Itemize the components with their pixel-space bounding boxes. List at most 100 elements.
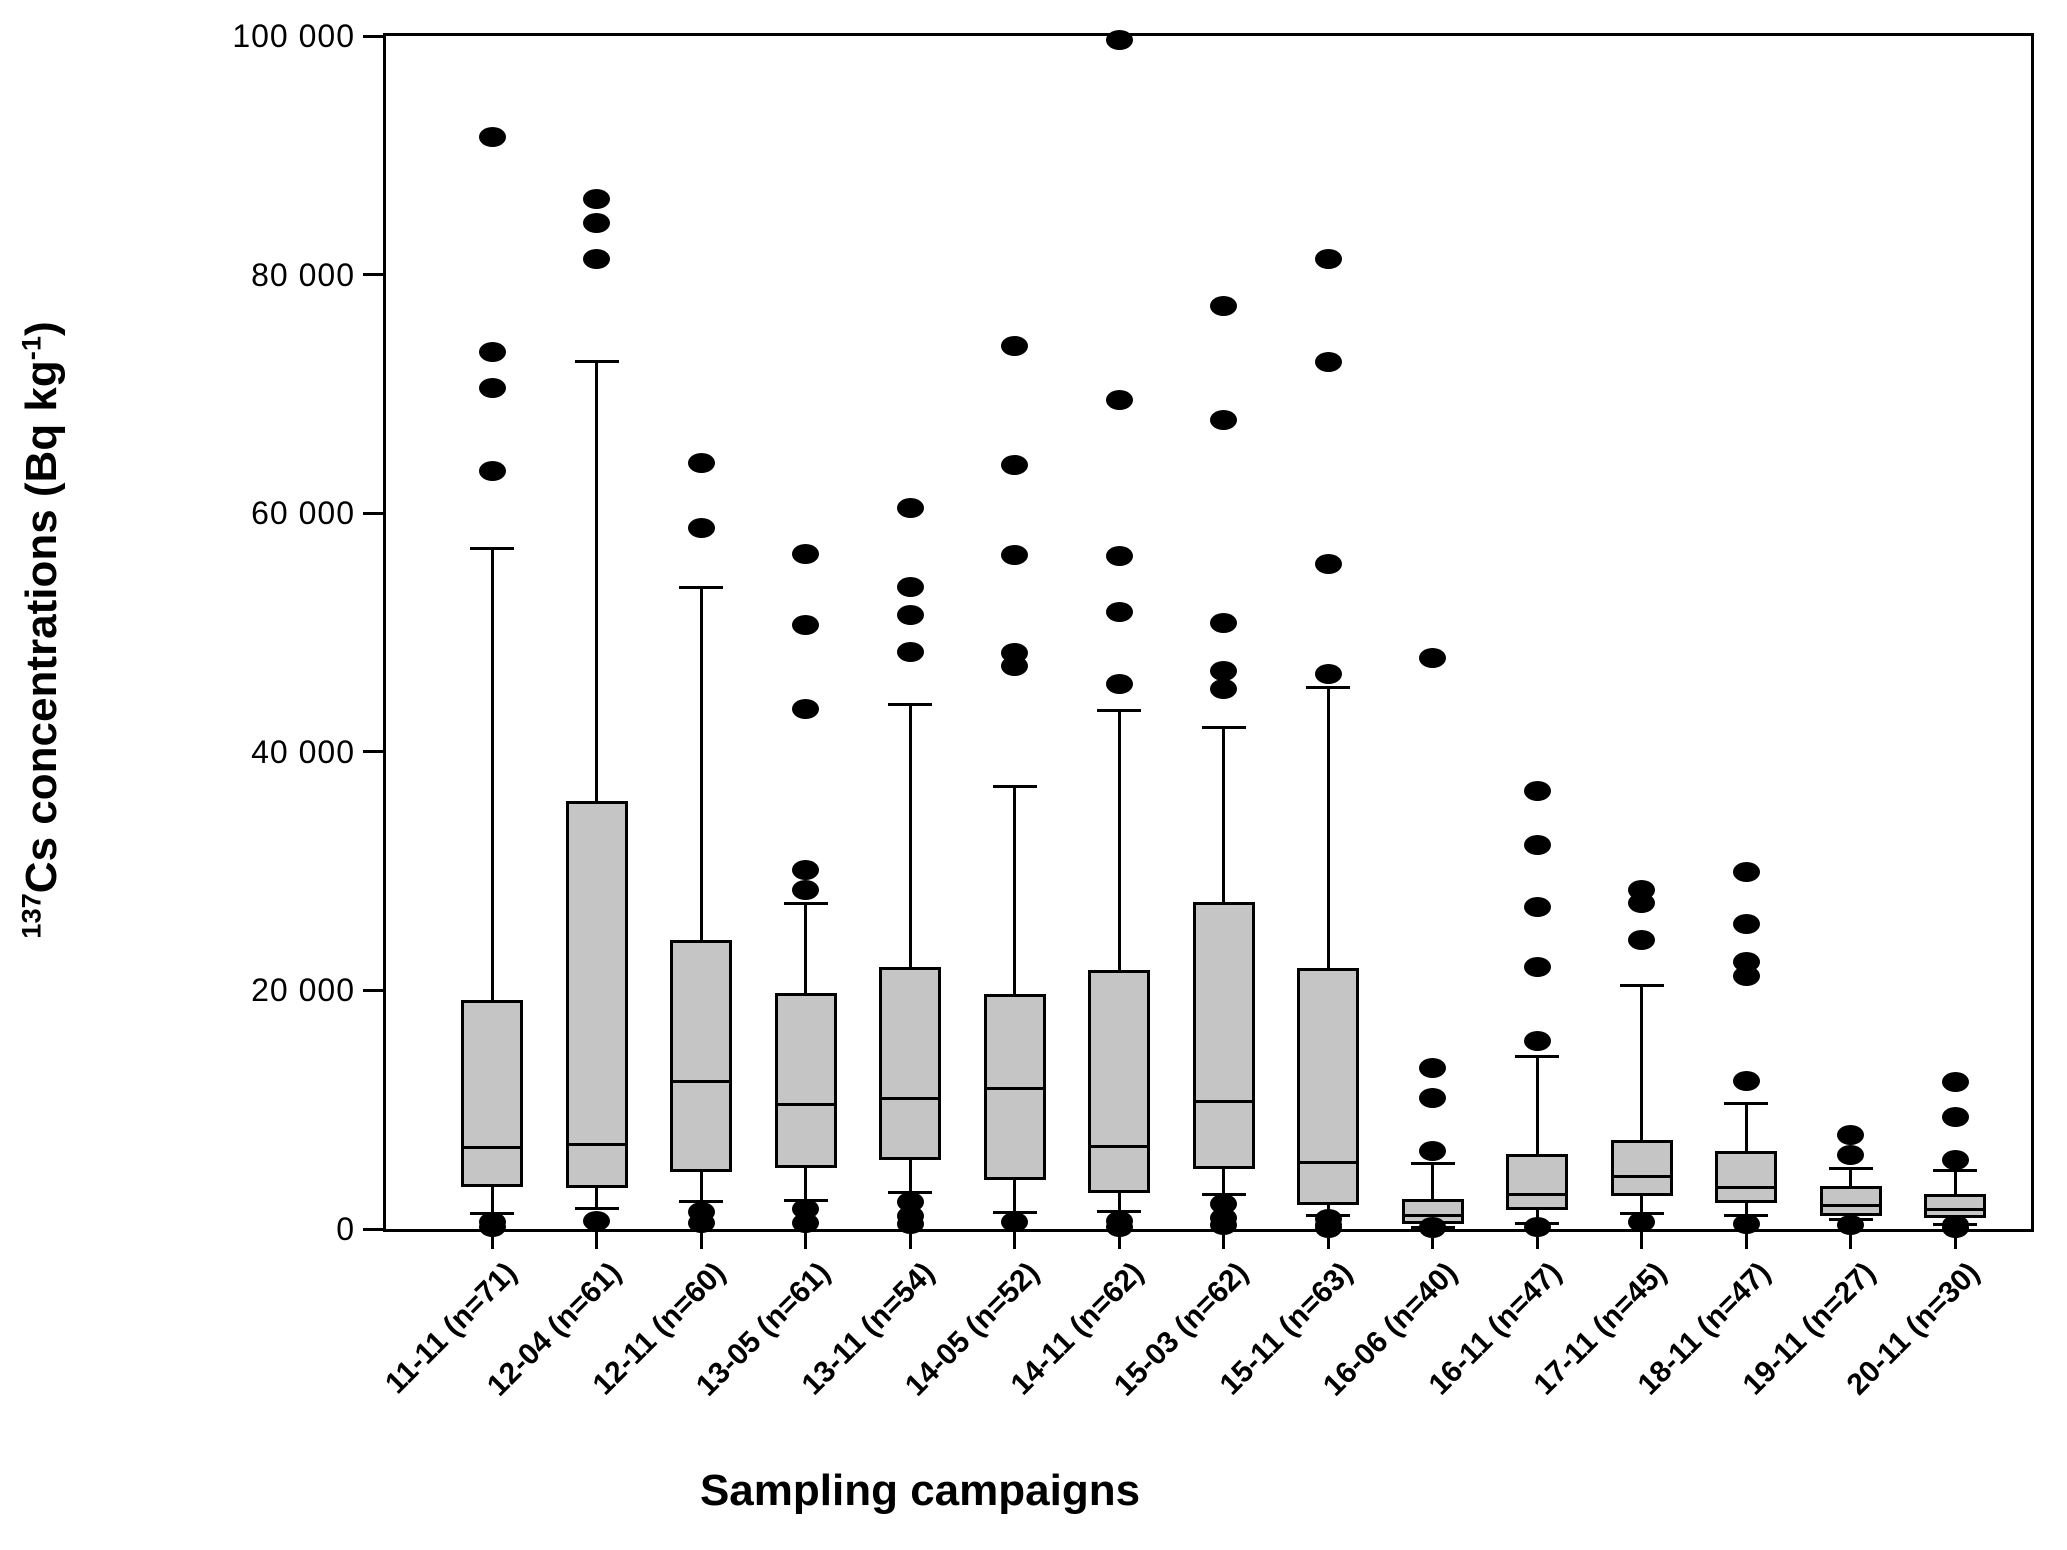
- outlier-dot: [1628, 930, 1655, 951]
- box-rect: [879, 966, 941, 1160]
- outlier-dot: [1314, 249, 1342, 270]
- box-rect: [565, 800, 628, 1189]
- whisker-high-line: [1953, 1170, 1957, 1195]
- median-line: [1718, 1185, 1774, 1189]
- whisker-high-cap: [1410, 1161, 1455, 1165]
- outlier-dot: [792, 543, 819, 564]
- whisker-low-line: [1535, 1209, 1539, 1224]
- median-line: [673, 1079, 729, 1083]
- whisker-high-cap: [783, 901, 828, 905]
- median-line: [1195, 1099, 1252, 1103]
- outlier-dot: [1314, 1217, 1342, 1238]
- outlier-dot: [1314, 554, 1342, 575]
- whisker-high-line: [1744, 1103, 1748, 1152]
- outlier-dot: [1001, 336, 1028, 357]
- x-axis-tick: [1117, 1232, 1121, 1249]
- median-line: [1091, 1145, 1147, 1149]
- outlier-dot: [1941, 1149, 1969, 1170]
- y-axis-title-text: Cs concentrations (Bq kg: [17, 360, 66, 894]
- outlier-dot: [1419, 1218, 1446, 1239]
- outlier-dot: [1210, 660, 1237, 681]
- outlier-dot: [1210, 410, 1237, 431]
- whisker-high-cap: [574, 360, 619, 364]
- median-line: [986, 1086, 1043, 1090]
- median-line: [1300, 1160, 1356, 1164]
- whisker-high-line: [1326, 687, 1330, 968]
- outlier-dot: [1001, 544, 1028, 565]
- whisker-low-line: [1013, 1180, 1016, 1213]
- outlier-dot: [1314, 351, 1342, 372]
- outlier-dot: [583, 249, 610, 270]
- y-axis-tick: [363, 273, 383, 277]
- plot-area: [383, 29, 2034, 1239]
- outlier-dot: [792, 615, 819, 636]
- outlier-dot: [1837, 1124, 1864, 1145]
- outlier-dot: [1001, 1211, 1028, 1232]
- outlier-dot: [1628, 893, 1655, 914]
- outlier-dot: [896, 641, 924, 662]
- x-axis-tick: [490, 1232, 494, 1249]
- whisker-low-line: [1222, 1169, 1225, 1195]
- median-line: [464, 1146, 520, 1150]
- outlier-dot: [1210, 612, 1237, 633]
- whisker-high-cap: [1201, 726, 1246, 730]
- outlier-dot: [896, 577, 924, 598]
- outlier-dot: [583, 189, 610, 210]
- whisker-high-cap: [1828, 1166, 1873, 1170]
- whisker-high-cap: [1306, 685, 1350, 689]
- outlier-dot: [1105, 389, 1133, 410]
- outlier-dot: [478, 377, 506, 398]
- outlier-dot: [478, 342, 506, 363]
- outlier-dot: [687, 453, 715, 474]
- y-axis-tick: [363, 750, 383, 754]
- x-axis-tick: [699, 1232, 703, 1249]
- median-line: [568, 1142, 625, 1146]
- median-line: [1613, 1175, 1670, 1178]
- y-tick-label: 20 000: [251, 972, 355, 1009]
- box-rect: [1506, 1153, 1568, 1210]
- x-axis-tick: [908, 1232, 912, 1249]
- whisker-high-line: [908, 704, 912, 967]
- outlier-dot: [1941, 1106, 1969, 1127]
- outlier-dot: [792, 698, 819, 719]
- whisker-high-line: [595, 361, 598, 801]
- whisker-high-line: [1013, 786, 1016, 994]
- whisker-high-line: [1849, 1168, 1852, 1187]
- outlier-dot: [1210, 295, 1237, 316]
- outlier-dot: [1105, 29, 1133, 50]
- outlier-dot: [792, 880, 819, 901]
- y-axis-title-isotope-superscript: 137: [15, 893, 47, 939]
- outlier-dot: [1628, 1211, 1655, 1232]
- whisker-high-line: [1535, 1056, 1539, 1154]
- box-rect: [1715, 1151, 1777, 1203]
- whisker-high-line: [1222, 727, 1225, 903]
- outlier-dot: [1419, 1087, 1446, 1108]
- y-axis-title-exponent-superscript: -1: [15, 335, 47, 361]
- y-axis-title: 137Cs concentrations (Bq kg-1): [15, 321, 67, 939]
- whisker-high-cap: [1619, 984, 1664, 988]
- box-rect: [1192, 902, 1255, 1170]
- outlier-dot: [1105, 1216, 1133, 1237]
- outlier-dot: [478, 461, 506, 482]
- y-axis-tick: [363, 988, 383, 992]
- outlier-dot: [1105, 546, 1133, 567]
- outlier-dot: [478, 127, 506, 148]
- whisker-low-cap: [574, 1207, 619, 1211]
- box-rect: [670, 940, 732, 1172]
- whisker-high-cap: [470, 547, 514, 551]
- whisker-high-cap: [1724, 1102, 1768, 1106]
- x-axis-title: Sampling campaigns: [699, 1466, 1141, 1515]
- whisker-high-cap: [679, 585, 723, 589]
- x-axis-tick: [1431, 1232, 1434, 1249]
- x-axis-tick: [1953, 1232, 1957, 1249]
- whisker-low-line: [1744, 1202, 1748, 1216]
- outlier-dot: [896, 1214, 924, 1235]
- outlier-dot: [1732, 966, 1760, 987]
- y-axis-tick: [363, 1227, 383, 1231]
- whisker-high-cap: [1097, 708, 1141, 712]
- box-rect: [1088, 970, 1150, 1194]
- outlier-dot: [1732, 913, 1760, 934]
- outlier-dot: [1523, 896, 1551, 917]
- outlier-dot: [1523, 1216, 1551, 1237]
